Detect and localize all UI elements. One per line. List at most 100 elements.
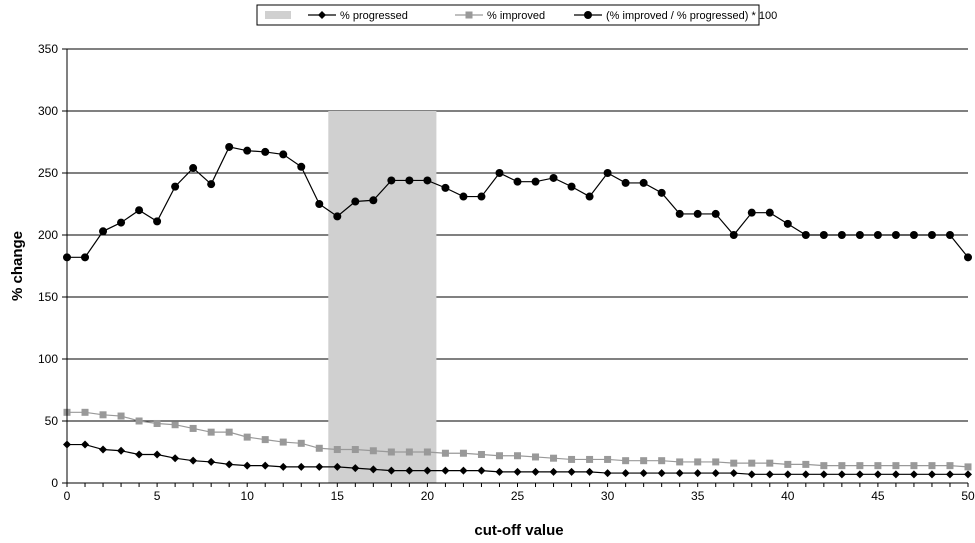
data-point-s1-x1 [81,408,89,416]
data-point-s2-x15 [333,212,342,221]
data-point-s2-x12 [279,150,288,159]
data-point-s1-x28 [568,455,576,463]
data-point-s2-x10 [243,146,252,155]
data-point-s0-x13 [297,462,306,471]
data-point-s0-x26 [531,467,540,476]
data-point-s1-x5 [153,419,161,427]
data-point-s2-x4 [135,206,144,215]
data-point-s1-x17 [369,447,377,455]
data-point-s1-x24 [495,452,503,460]
data-point-s0-x35 [693,469,702,478]
data-point-s0-x21 [441,466,450,475]
data-point-s1-x48 [928,462,936,470]
data-point-s0-x25 [513,467,522,476]
series-0 [63,440,972,479]
data-point-s0-x2 [99,445,108,454]
data-point-s2-x46 [891,231,900,239]
data-point-s0-x29 [585,467,594,476]
data-point-s1-x38 [748,459,756,467]
data-point-s2-x6 [171,182,180,191]
data-point-s0-x3 [117,446,126,455]
data-point-s0-x7 [189,456,198,465]
data-point-s0-x6 [171,454,180,463]
data-point-s2-x38 [747,208,756,217]
data-point-s1-x3 [117,412,125,420]
data-point-s0-x14 [315,462,324,471]
x-tick-label-5: 5 [154,489,161,503]
legend-label-0: % progressed [340,10,408,22]
data-point-s1-x6 [171,421,179,429]
x-tick-label-40: 40 [781,489,795,503]
data-point-s2-x35 [693,209,702,218]
y-tick-label-0: 0 [51,476,58,490]
data-point-s0-x33 [657,469,666,478]
y-tick-label-250: 250 [38,166,58,180]
data-point-s1-x26 [532,453,540,461]
data-point-s2-x27 [549,173,558,182]
data-point-s2-x39 [765,208,774,217]
data-point-s1-x29 [586,455,594,463]
data-point-s0-x17 [369,465,378,474]
y-tick-label-100: 100 [38,352,58,366]
legend-marker-0 [318,11,326,19]
axis-layer: 0 50 100 150 200 250 300 350 0 5 10 15 20 25 30 35 40 45 5… [38,42,975,503]
data-point-s1-x46 [892,462,900,470]
data-point-s0-x12 [279,462,288,471]
data-point-s2-x23 [477,192,486,201]
data-point-s2-x34 [675,209,684,218]
data-point-s0-x48 [927,470,936,479]
data-point-s2-x44 [855,231,864,239]
data-point-s1-x19 [405,448,413,456]
data-point-s1-x2 [99,411,107,419]
x-tick-label-25: 25 [511,489,525,503]
data-point-s1-x37 [730,459,738,467]
data-point-s2-x40 [783,219,792,228]
data-point-s1-x20 [423,448,431,456]
data-point-s1-x47 [910,462,918,470]
data-point-s0-x9 [225,460,234,469]
data-point-s2-x49 [945,231,954,239]
legend-item-2: (% improved / % progressed) * 100 [574,10,777,22]
legend-item-1: % improved [455,10,545,22]
x-axis-title: cut-off value [474,522,563,539]
data-point-s2-x32 [639,178,648,187]
data-point-s0-x31 [621,469,630,478]
data-point-s1-x49 [946,462,954,470]
legend-marker-1 [465,11,473,19]
x-tick-label-30: 30 [601,489,615,503]
data-point-s0-x1 [81,440,90,449]
data-point-s2-x25 [513,177,522,186]
y-tick-label-150: 150 [38,290,58,304]
data-point-s0-x45 [873,470,882,479]
data-point-s0-x39 [765,470,774,479]
legend-box [256,4,760,26]
legend-label-1: % improved [487,10,545,22]
data-point-s2-x22 [459,192,468,201]
data-point-s2-x9 [225,142,234,151]
legend-label-2: (% improved / % progressed) * 100 [606,10,777,22]
data-point-s1-x15 [333,446,341,454]
data-point-s2-x8 [207,180,216,189]
legend-swatch-shaded-region [265,11,291,19]
data-point-s1-x27 [550,454,558,462]
data-point-s2-x3 [117,218,126,227]
series-line-2 [67,146,969,258]
data-point-s1-x12 [279,438,287,446]
data-point-s1-x10 [243,433,251,441]
y-tick-label-200: 200 [38,228,58,242]
data-point-s1-x30 [604,455,612,463]
data-point-s2-x11 [261,147,270,156]
data-point-s1-x7 [189,424,197,432]
data-point-s0-x15 [333,462,342,471]
data-point-s2-x31 [621,178,630,187]
data-point-s0-x42 [819,470,828,479]
data-point-s1-x23 [477,450,485,458]
y-tick-label-350: 350 [38,42,58,56]
data-point-s0-x32 [639,469,648,478]
data-point-s1-x4 [135,417,143,425]
data-point-s2-x21 [441,183,450,192]
data-point-s1-x32 [640,457,648,465]
data-point-s1-x42 [820,462,828,470]
shaded-region-layer [328,111,437,483]
